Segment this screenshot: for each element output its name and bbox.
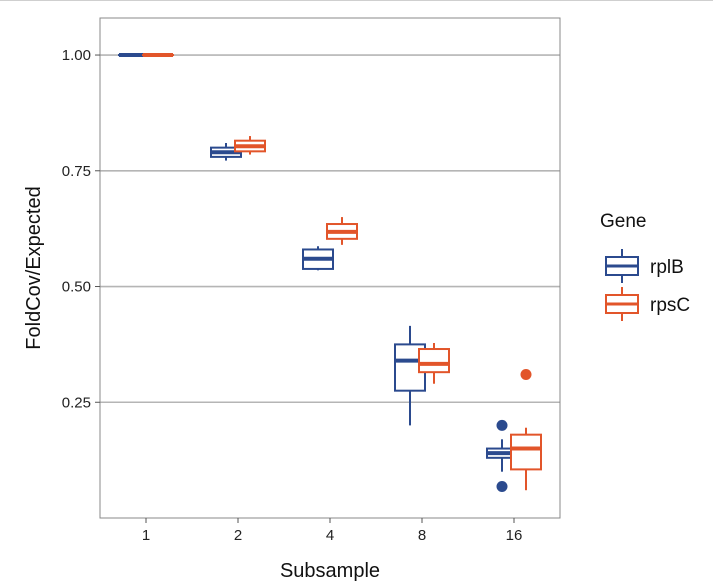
box-rplB-4 <box>302 246 334 271</box>
box-rplB-8 <box>394 325 426 426</box>
outlier-point <box>520 368 532 380</box>
x-tick-label: 2 <box>234 527 242 544</box>
y-tick-label: 0.50 <box>62 279 91 296</box>
y-tick-label: 0.75 <box>62 163 91 180</box>
x-axis: 1 2 4 8 16 <box>142 518 523 544</box>
x-axis-title: Subsample <box>280 560 380 582</box>
y-tick-label: 1.00 <box>62 47 91 64</box>
y-axis-title: FoldCov/Expected <box>23 186 45 349</box>
y-axis: 0.25 0.50 0.75 1.00 <box>62 47 100 411</box>
legend: Gene rplB rpsC <box>600 211 690 321</box>
iqr-box <box>418 348 450 374</box>
y-tick-label: 0.25 <box>62 394 91 411</box>
box-rpsC-16 <box>510 368 542 491</box>
x-tick-label: 16 <box>506 527 523 544</box>
box-rpsC-4 <box>326 217 358 245</box>
legend-label-rplB: rplB <box>650 257 684 278</box>
legend-key-rpsC <box>605 287 639 321</box>
box-rpsC-8 <box>418 343 450 384</box>
x-tick-label: 4 <box>326 527 334 544</box>
top-rule <box>0 0 713 1</box>
legend-label-rpsC: rpsC <box>650 295 690 316</box>
box-rpsC-2 <box>234 136 266 155</box>
outlier-point <box>496 419 508 431</box>
legend-title: Gene <box>600 211 646 232</box>
x-tick-label: 8 <box>418 527 426 544</box>
outlier-point <box>496 481 508 493</box>
iqr-box <box>510 433 542 471</box>
x-tick-label: 1 <box>142 527 150 544</box>
legend-key-rplB <box>605 249 639 283</box>
grid-layer <box>100 54 560 404</box>
boxes-layer <box>118 53 542 493</box>
